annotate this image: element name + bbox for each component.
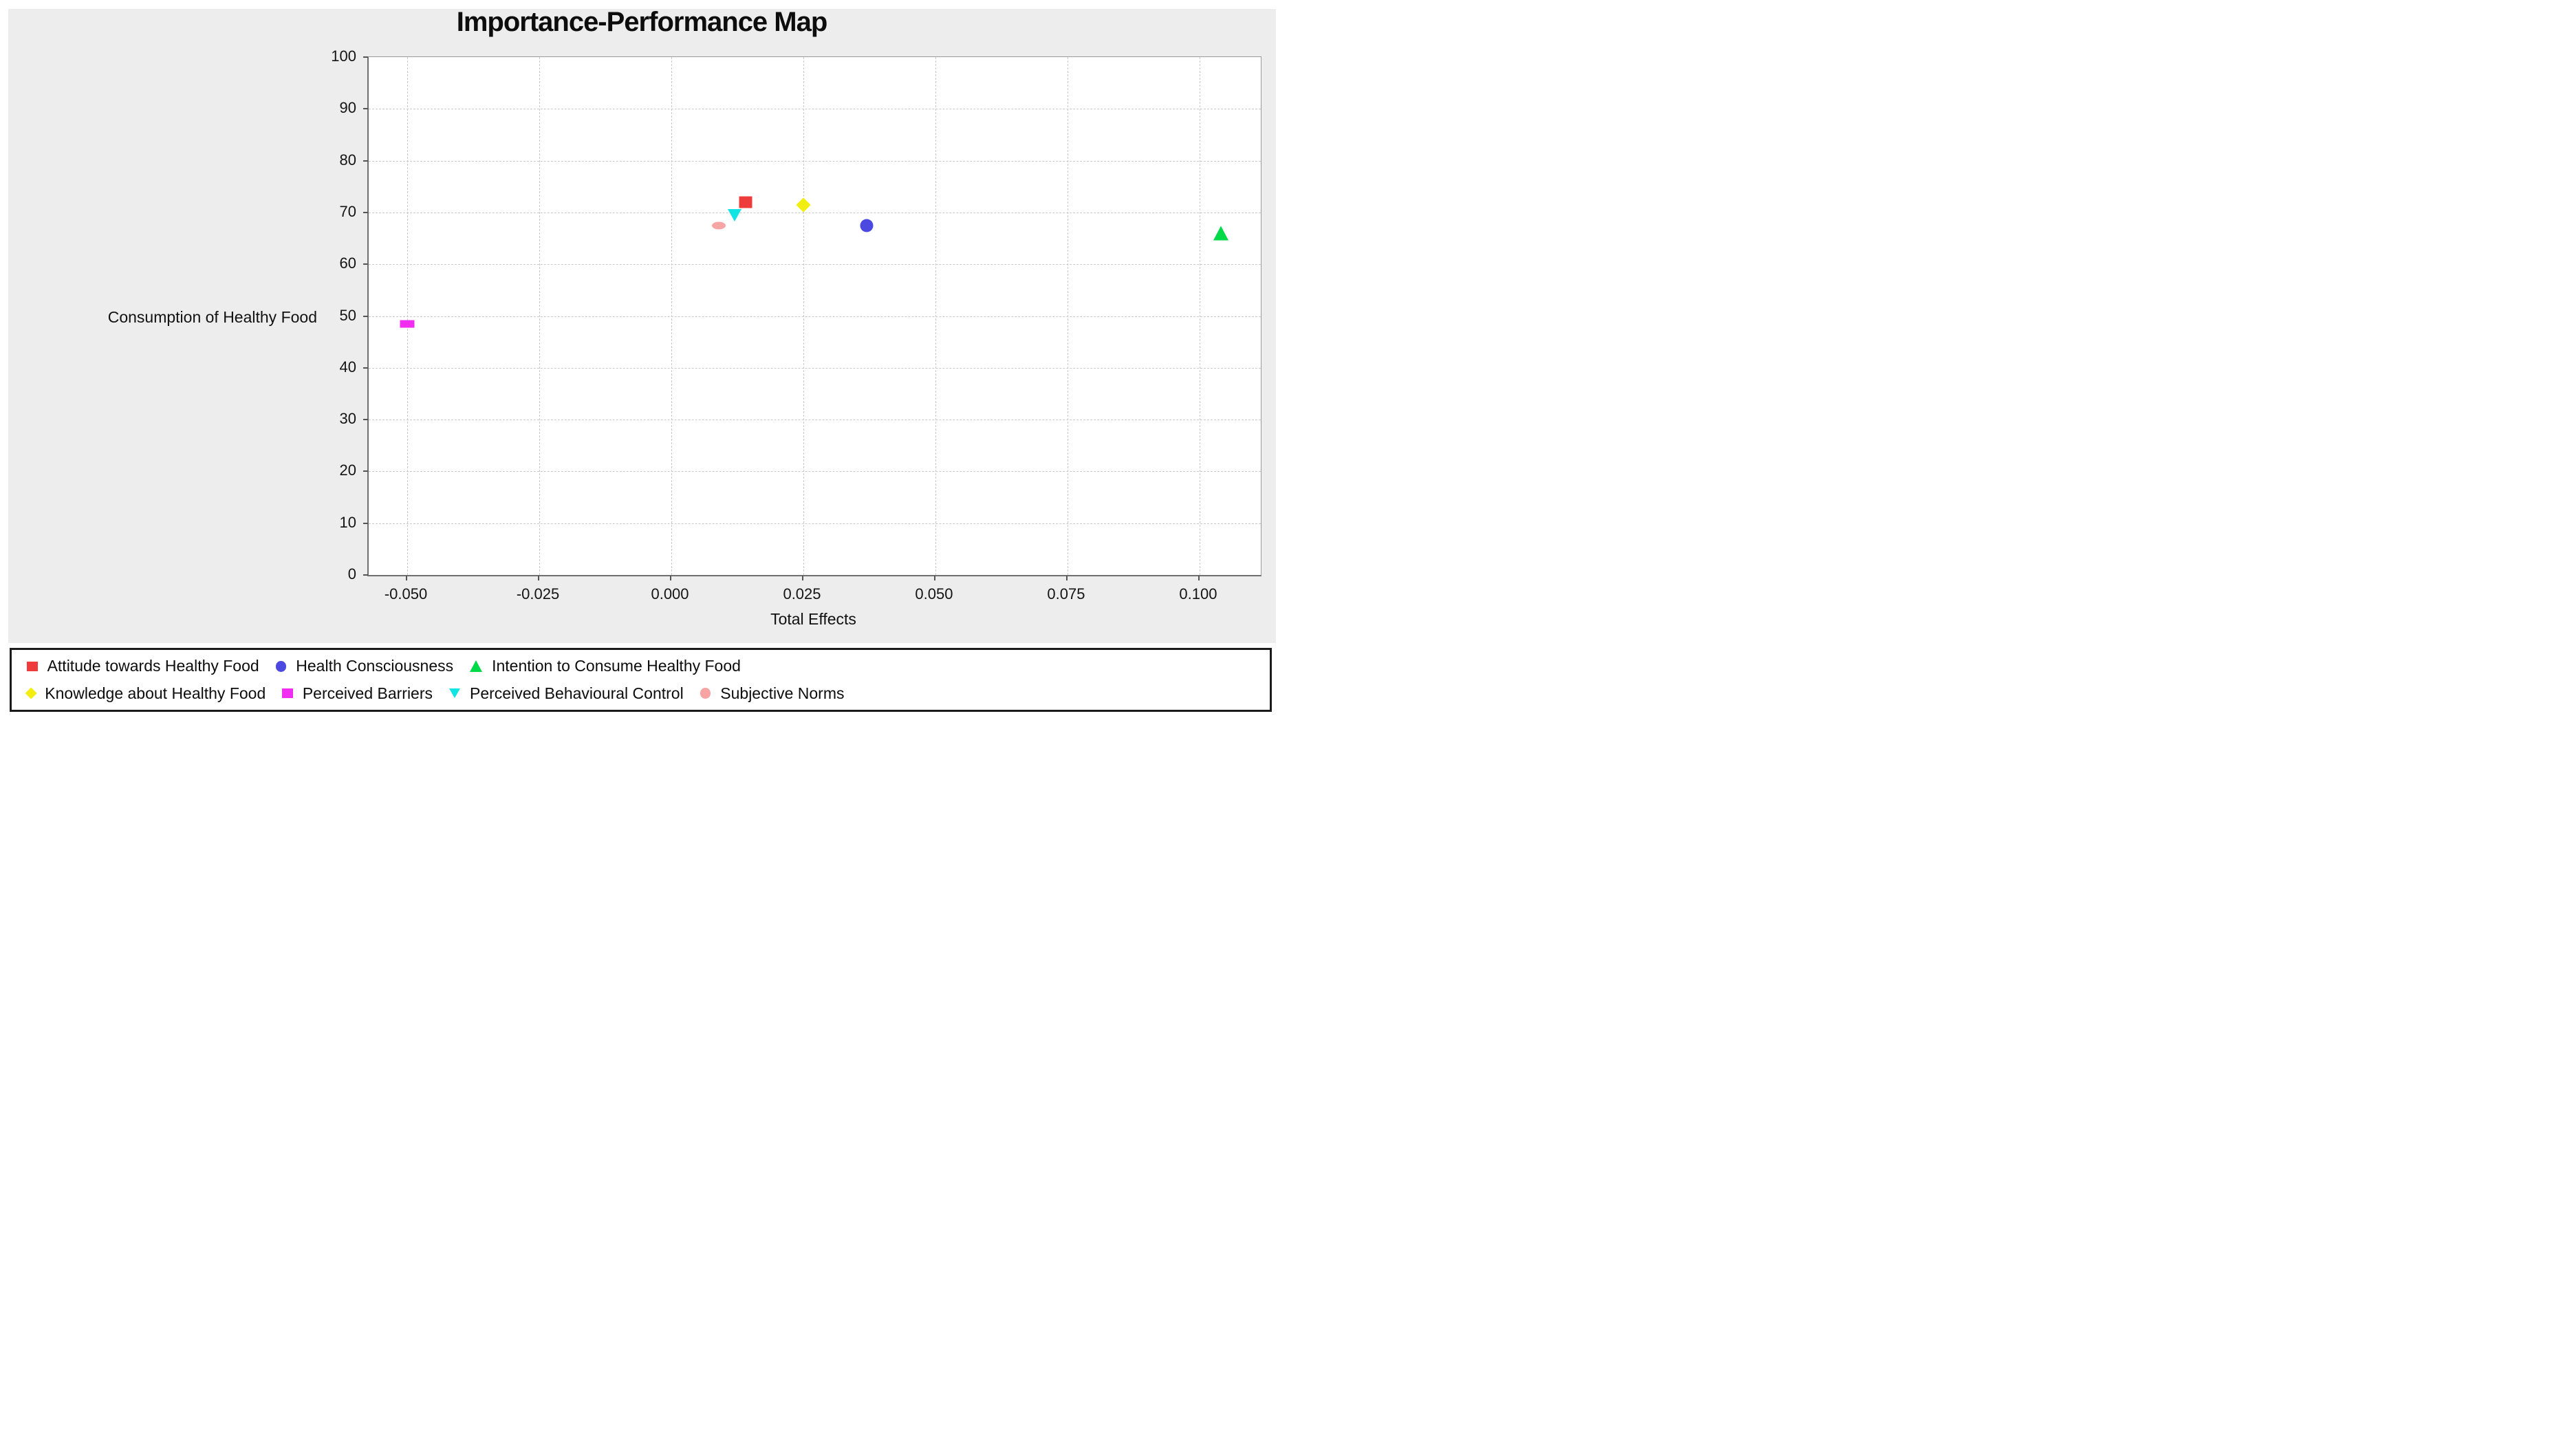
x-axis-tick xyxy=(1065,576,1068,580)
legend-item[interactable]: Knowledge about Healthy Food xyxy=(25,684,266,703)
triangle-down-icon xyxy=(449,688,461,699)
y-tick-label: 20 xyxy=(339,461,356,479)
y-axis-tick xyxy=(363,522,368,524)
x-tick-label: 0.000 xyxy=(651,585,689,602)
y-axis-tick xyxy=(363,56,368,58)
legend-item[interactable]: Perceived Behavioural Control xyxy=(449,684,684,703)
y-axis-tick xyxy=(363,367,368,369)
data-point-square-icon[interactable] xyxy=(739,196,752,208)
y-tick-label: 60 xyxy=(339,254,356,272)
legend-row: Attitude towards Healthy Food Health Cons… xyxy=(27,657,1270,675)
x-axis-tick xyxy=(1198,576,1200,580)
data-point-triangle-up-icon[interactable] xyxy=(1213,226,1228,241)
y-tick-label: 70 xyxy=(339,202,356,220)
data-point-triangle-down-icon[interactable] xyxy=(728,208,742,221)
y-gridline xyxy=(369,264,1261,265)
y-tick-label: 90 xyxy=(339,99,356,117)
y-tick-label: 40 xyxy=(339,358,356,376)
circle-icon xyxy=(275,660,287,672)
legend-label: Intention to Consume Healthy Food xyxy=(492,657,741,675)
x-axis-title: Total Effects xyxy=(770,610,856,628)
legend-item[interactable]: Intention to Consume Healthy Food xyxy=(470,657,741,675)
square-icon xyxy=(27,661,38,671)
legend-item[interactable]: Subjective Norms xyxy=(700,684,845,703)
data-point-diamond-icon[interactable] xyxy=(796,197,811,213)
legend-item[interactable]: Health Consciousness xyxy=(275,657,454,675)
legend-box: Attitude towards Healthy Food Health Cons… xyxy=(10,648,1272,712)
y-axis-tick xyxy=(363,419,368,421)
x-axis-tick xyxy=(406,576,408,580)
legend-label: Attitude towards Healthy Food xyxy=(47,657,259,675)
y-gridline xyxy=(369,316,1261,317)
y-tick-label: 50 xyxy=(339,306,356,324)
y-tick-label: 10 xyxy=(339,513,356,531)
y-axis-tick xyxy=(363,160,368,162)
x-axis-tick xyxy=(933,576,935,580)
x-axis-tick xyxy=(670,576,671,580)
legend-row: Knowledge about Healthy Food Perceived Ba… xyxy=(25,684,1270,703)
data-point-rect-icon[interactable] xyxy=(400,320,415,328)
x-axis-tick xyxy=(538,576,540,580)
x-tick-label: 0.075 xyxy=(1047,585,1085,602)
x-tick-label: -0.025 xyxy=(516,585,560,602)
legend-item[interactable]: Attitude towards Healthy Food xyxy=(27,657,259,675)
legend-label: Perceived Barriers xyxy=(302,684,433,702)
x-tick-label: 0.050 xyxy=(915,585,953,602)
y-axis-tick xyxy=(363,108,368,110)
y-axis-tick xyxy=(363,211,368,213)
x-tick-label: -0.050 xyxy=(384,585,428,602)
rect-icon xyxy=(282,688,293,699)
legend-item[interactable]: Perceived Barriers xyxy=(282,684,433,703)
y-gridline xyxy=(369,523,1261,524)
y-axis-title: Consumption of Healthy Food xyxy=(107,308,317,326)
y-gridline xyxy=(369,367,1261,369)
data-point-ellipse-icon[interactable] xyxy=(712,221,726,230)
y-tick-label: 0 xyxy=(347,565,356,583)
importance-performance-map-window: Importance-Performance Map Consumption o… xyxy=(0,0,1284,728)
y-axis-tick xyxy=(363,470,368,472)
y-axis-tick xyxy=(363,315,368,317)
legend-label: Subjective Norms xyxy=(720,684,845,702)
y-axis-tick xyxy=(363,574,368,576)
y-gridline xyxy=(369,471,1261,472)
data-point-circle-icon[interactable] xyxy=(860,219,874,232)
ellipse-icon xyxy=(700,688,711,699)
x-tick-label: 0.025 xyxy=(783,585,821,602)
x-tick-label: 0.100 xyxy=(1179,585,1217,602)
x-axis-tick xyxy=(801,576,803,580)
legend-label: Perceived Behavioural Control xyxy=(470,684,684,702)
y-gridline xyxy=(369,160,1261,162)
y-axis-tick xyxy=(363,263,368,265)
chart-title: Importance-Performance Map xyxy=(456,7,828,37)
y-tick-label: 30 xyxy=(339,410,356,428)
plot-area xyxy=(367,56,1261,576)
triangle-up-icon xyxy=(470,660,483,673)
diamond-icon xyxy=(25,687,37,699)
legend-label: Knowledge about Healthy Food xyxy=(45,684,266,702)
y-tick-label: 100 xyxy=(331,47,356,65)
legend-label: Health Consciousness xyxy=(296,657,454,675)
y-tick-label: 80 xyxy=(339,151,356,169)
